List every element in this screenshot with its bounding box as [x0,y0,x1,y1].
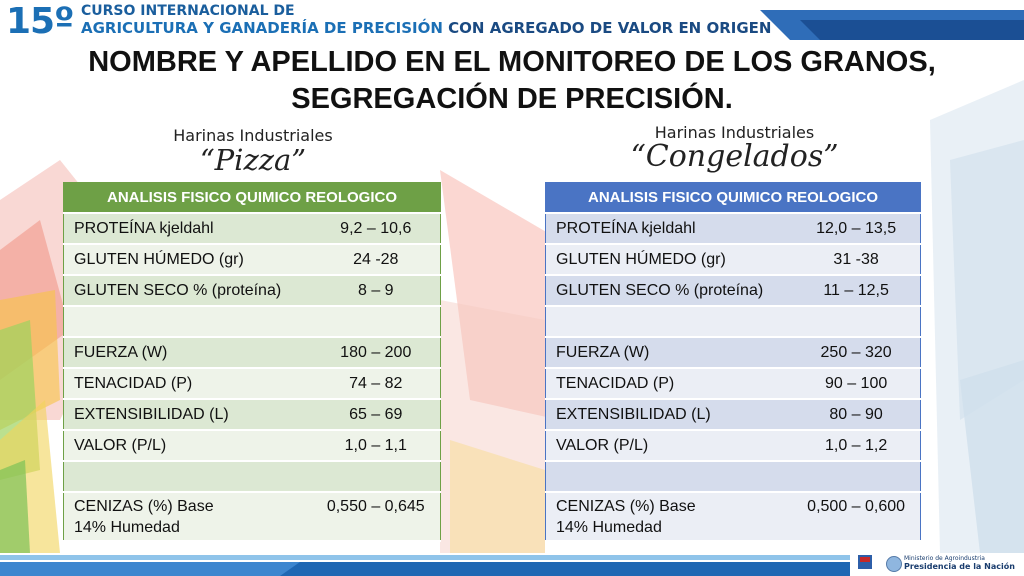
congelados-table: ANALISIS FISICO QUIMICO REOLOGICO PROTEÍ… [545,182,921,542]
row-label [63,306,312,338]
row-value: 9,2 – 10,6 [311,213,441,245]
row-value: 250 – 320 [792,337,921,369]
row-label [63,461,312,493]
congelados-table-header: ANALISIS FISICO QUIMICO REOLOGICO [545,182,921,214]
table-row: EXTENSIBILIDAD (L) 80 – 90 [545,399,921,431]
presidency-text: Presidencia de la Nación [904,562,1015,571]
header-band [0,0,1024,40]
row-label: EXTENSIBILIDAD (L) [545,399,793,431]
table-row: TENACIDAD (P) 74 – 82 [63,368,441,400]
footer-band [0,553,1024,576]
table-row: CENIZAS (%) Base 14% Humedad 0,500 – 0,6… [545,492,921,542]
table-row: VALOR (P/L) 1,0 – 1,1 [63,430,441,462]
row-value: 11 – 12,5 [792,275,921,307]
course-line-2: AGRICULTURA Y GANADERÍA DE PRECISIÓN CON… [81,19,771,37]
congelados-subtitle: Harinas Industriales [654,123,815,142]
table-row: PROTEÍNA kjeldahl 9,2 – 10,6 [63,213,441,245]
row-value: 74 – 82 [311,368,441,400]
row-label: PROTEÍNA kjeldahl [545,213,793,245]
table-row: GLUTEN HÚMEDO (gr) 24 -28 [63,244,441,276]
course-line-1: CURSO INTERNACIONAL DE [81,3,295,19]
row-value: 1,0 – 1,1 [311,430,441,462]
row-label-line-1: CENIZAS (%) Base [556,498,696,515]
inta-logo-text: INTA [858,555,859,556]
pizza-label-image: Harinas Industriales “Pizza” [88,122,418,180]
table-row: FUERZA (W) 250 – 320 [545,337,921,369]
pizza-name: “Pizza” [199,143,307,177]
row-label: FUERZA (W) [545,337,793,369]
argentina-seal-icon [886,556,902,572]
course-line-2-main: AGRICULTURA Y GANADERÍA DE PRECISIÓN [81,19,443,37]
row-label: VALOR (P/L) [545,430,793,462]
row-value: 0,550 – 0,645 [311,492,441,542]
row-label-line-2: 14% Humedad [556,519,662,536]
congelados-name: “Congelados” [630,139,839,174]
table-row: PROTEÍNA kjeldahl 12,0 – 13,5 [545,213,921,245]
row-value: 12,0 – 13,5 [792,213,921,245]
row-label: VALOR (P/L) [63,430,312,462]
row-value [311,306,441,338]
row-value: 180 – 200 [311,337,441,369]
row-label: GLUTEN SECO % (proteína) [63,275,312,307]
slide-title: NOMBRE Y APELLIDO EN EL MONITOREO DE LOS… [40,44,984,118]
row-label: EXTENSIBILIDAD (L) [63,399,312,431]
row-label: CENIZAS (%) Base 14% Humedad [63,492,312,542]
course-line-2-tail: CON AGREGADO DE VALOR EN ORIGEN [448,19,772,37]
table-row-blank [63,461,441,493]
table-row: VALOR (P/L) 1,0 – 1,2 [545,430,921,462]
row-label-line-2: 14% Humedad [74,519,180,536]
pizza-subtitle: Harinas Industriales [173,126,333,145]
table-row: GLUTEN SECO % (proteína) 8 – 9 [63,275,441,307]
table-row-blank [545,461,921,493]
congelados-label-image: Harinas Industriales “Congelados” [562,120,907,178]
row-label: TENACIDAD (P) [545,368,793,400]
row-label: PROTEÍNA kjeldahl [63,213,312,245]
row-value [792,306,921,338]
course-number: 15º [6,1,74,42]
ministry-text: Ministerio de Agroindustria [904,555,985,562]
pizza-table-header: ANALISIS FISICO QUIMICO REOLOGICO [63,182,441,214]
slide-title-line-1: NOMBRE Y APELLIDO EN EL MONITOREO DE LOS… [88,46,936,78]
row-label: TENACIDAD (P) [63,368,312,400]
row-value: 80 – 90 [792,399,921,431]
row-value: 0,500 – 0,600 [792,492,921,542]
table-row: EXTENSIBILIDAD (L) 65 – 69 [63,399,441,431]
table-row: GLUTEN HÚMEDO (gr) 31 -38 [545,244,921,276]
row-value: 1,0 – 1,2 [792,430,921,462]
row-value: 65 – 69 [311,399,441,431]
row-value: 90 – 100 [792,368,921,400]
table-row: GLUTEN SECO % (proteína) 11 – 12,5 [545,275,921,307]
row-value: 8 – 9 [311,275,441,307]
table-row: CENIZAS (%) Base 14% Humedad 0,550 – 0,6… [63,492,441,542]
row-label: FUERZA (W) [63,337,312,369]
row-value: 31 -38 [792,244,921,276]
table-row-blank [545,306,921,338]
row-label [545,306,793,338]
slide-title-line-2: SEGREGACIÓN DE PRECISIÓN. [291,83,733,115]
row-value [311,461,441,493]
row-label: GLUTEN SECO % (proteína) [545,275,793,307]
row-label: GLUTEN HÚMEDO (gr) [545,244,793,276]
row-value: 24 -28 [311,244,441,276]
row-label: CENIZAS (%) Base 14% Humedad [545,492,793,542]
row-label [545,461,793,493]
pizza-table: ANALISIS FISICO QUIMICO REOLOGICO PROTEÍ… [63,182,441,542]
row-label-line-1: CENIZAS (%) Base [74,498,214,515]
table-row-blank [63,306,441,338]
table-row: FUERZA (W) 180 – 200 [63,337,441,369]
table-row: TENACIDAD (P) 90 – 100 [545,368,921,400]
row-label: GLUTEN HÚMEDO (gr) [63,244,312,276]
inta-logo-mark [860,557,870,562]
row-value [792,461,921,493]
